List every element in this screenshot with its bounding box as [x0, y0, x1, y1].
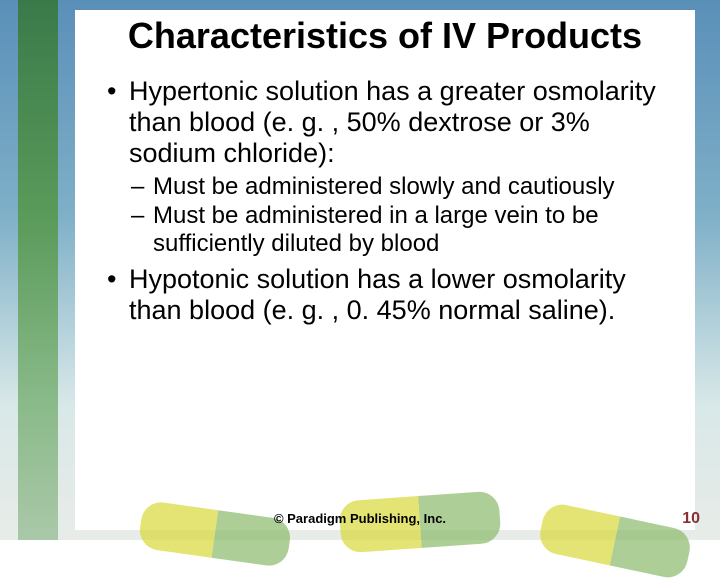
content-area: Characteristics of IV Products Hypertoni…	[75, 10, 695, 530]
slide-title: Characteristics of IV Products	[75, 10, 695, 66]
page-number: 10	[682, 510, 700, 528]
bullet-item: Must be administered slowly and cautious…	[105, 173, 665, 201]
bullet-item: Hypertonic solution has a greater osmola…	[105, 76, 665, 169]
bullet-list: Hypertonic solution has a greater osmola…	[75, 66, 695, 326]
bullet-item: Must be administered in a large vein to …	[105, 202, 665, 257]
slide: Characteristics of IV Products Hypertoni…	[0, 0, 720, 540]
bullet-item: Hypotonic solution has a lower osmolarit…	[105, 264, 665, 326]
left-accent-stripe	[18, 0, 58, 540]
background-pills	[0, 470, 720, 540]
copyright-footer: © Paradigm Publishing, Inc.	[0, 511, 720, 526]
